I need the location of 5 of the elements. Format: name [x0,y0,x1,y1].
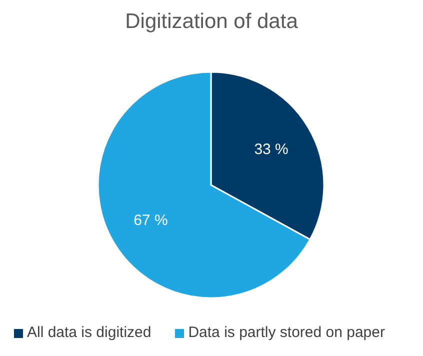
data-label: 67 % [134,212,168,230]
legend-label: Data is partly stored on paper [188,324,385,341]
data-label: 33 % [254,140,288,158]
legend-label: All data is digitized [26,324,152,341]
chart-title: Digitization of data [124,10,299,34]
